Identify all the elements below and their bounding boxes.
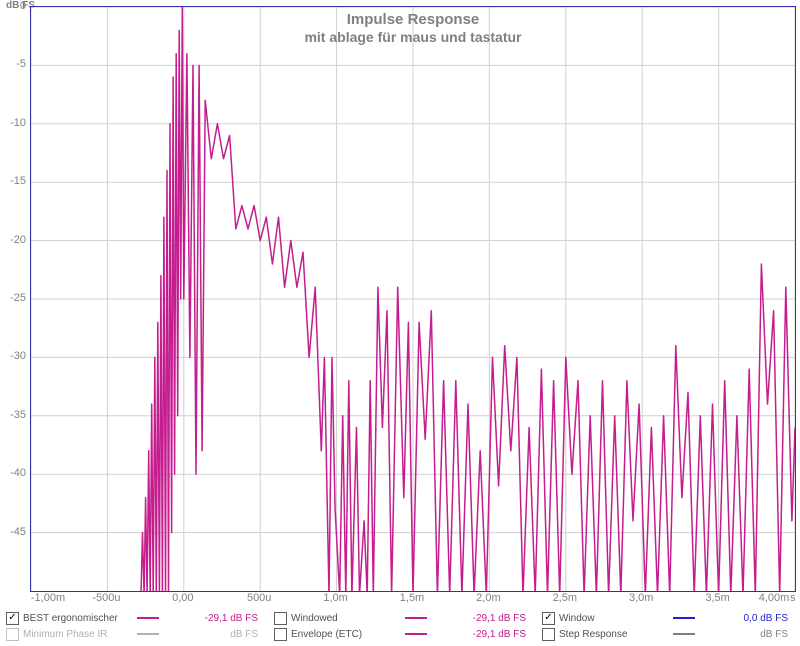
- x-tick-label: 500u: [247, 592, 271, 604]
- legend-value: -29,1 dB FS: [205, 613, 268, 624]
- x-tick-label: 2,0m: [476, 592, 500, 604]
- plot-svg: [31, 7, 795, 591]
- y-tick-label: -45: [2, 526, 26, 538]
- legend-value: dB FS: [760, 629, 798, 640]
- legend-row: ✓ BEST ergonomischer -29,1 dB FS Windowed -2…: [0, 610, 800, 626]
- legend-checkbox[interactable]: ✓: [542, 612, 555, 625]
- y-tick-label: 0: [2, 0, 26, 12]
- y-tick-label: -40: [2, 467, 26, 479]
- x-tick-label: -500u: [92, 592, 120, 604]
- x-tick-label: -1,00m: [31, 592, 65, 604]
- legend-swatch: [673, 633, 695, 635]
- legend-value: -29,1 dB FS: [473, 613, 536, 624]
- legend-checkbox[interactable]: [274, 628, 287, 641]
- legend-checkbox: [6, 628, 19, 641]
- legend-label: Envelope (ETC): [291, 629, 401, 640]
- legend-label: Windowed: [291, 613, 401, 624]
- legend-value: -29,1 dB FS: [473, 629, 536, 640]
- y-tick-label: -25: [2, 292, 26, 304]
- legend-value: dB FS: [230, 629, 268, 640]
- legend-item: Step Response dB FS: [536, 628, 798, 641]
- x-tick-label: 3,0m: [629, 592, 653, 604]
- legend-swatch: [137, 633, 159, 635]
- x-tick-label: 4,00m: [759, 592, 790, 604]
- legend-item: Envelope (ETC) -29,1 dB FS: [268, 628, 536, 641]
- legend-item: ✓ BEST ergonomischer -29,1 dB FS: [0, 612, 268, 625]
- legend-swatch: [405, 617, 427, 619]
- y-tick-label: -10: [2, 117, 26, 129]
- legend-value: 0,0 dB FS: [744, 613, 798, 624]
- plot-area: Impulse Response mit ablage für maus und…: [30, 6, 796, 592]
- x-tick-label: 0,00: [172, 592, 193, 604]
- x-tick-label: 2,5m: [553, 592, 577, 604]
- x-axis-unit: s: [790, 592, 796, 604]
- legend-label: Minimum Phase IR: [23, 629, 133, 640]
- chart-container: dB FS Impulse Response mit ablage für ma…: [0, 0, 800, 610]
- y-tick-label: -35: [2, 409, 26, 421]
- legend-item: Windowed -29,1 dB FS: [268, 612, 536, 625]
- x-tick-label: 1,5m: [400, 592, 424, 604]
- legend: ✓ BEST ergonomischer -29,1 dB FS Windowed -2…: [0, 610, 800, 646]
- legend-item: Minimum Phase IR dB FS: [0, 628, 268, 641]
- x-tick-label: 3,5m: [705, 592, 729, 604]
- legend-row: Minimum Phase IR dB FS Envelope (ETC) -29,1…: [0, 626, 800, 642]
- legend-label: Window: [559, 613, 669, 624]
- legend-swatch: [673, 617, 695, 619]
- legend-checkbox[interactable]: [274, 612, 287, 625]
- legend-item: ✓ Window 0,0 dB FS: [536, 612, 798, 625]
- legend-swatch: [137, 617, 159, 619]
- x-tick-label: 1,0m: [323, 592, 347, 604]
- y-tick-label: -20: [2, 234, 26, 246]
- y-tick-label: -30: [2, 350, 26, 362]
- legend-swatch: [405, 633, 427, 635]
- y-tick-label: -15: [2, 175, 26, 187]
- y-tick-label: -5: [2, 58, 26, 70]
- legend-label: BEST ergonomischer: [23, 613, 133, 624]
- legend-checkbox[interactable]: [542, 628, 555, 641]
- legend-checkbox[interactable]: ✓: [6, 612, 19, 625]
- legend-label: Step Response: [559, 629, 669, 640]
